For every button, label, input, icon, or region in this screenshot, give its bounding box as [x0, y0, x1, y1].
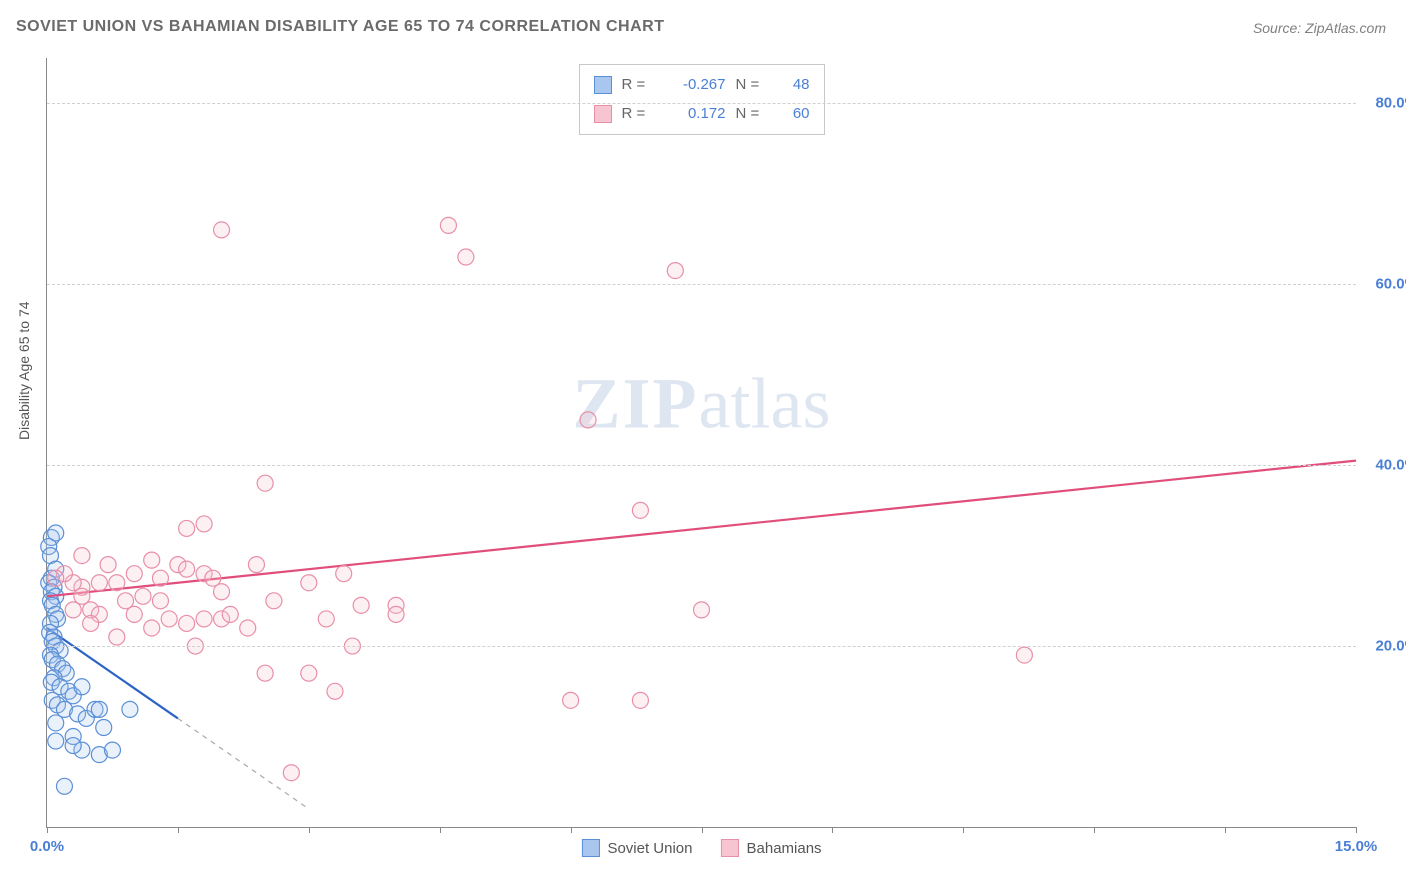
data-point — [91, 701, 107, 717]
legend-series: Soviet Union Bahamians — [581, 839, 821, 857]
data-point — [179, 561, 195, 577]
data-point — [580, 412, 596, 428]
data-point — [179, 520, 195, 536]
data-point — [126, 566, 142, 582]
plot-svg — [47, 58, 1356, 827]
x-tick-mark — [440, 827, 441, 833]
gridline-h — [47, 465, 1356, 466]
data-point — [327, 683, 343, 699]
data-point — [632, 502, 648, 518]
data-point — [122, 701, 138, 717]
x-tick-mark — [309, 827, 310, 833]
data-point — [65, 602, 81, 618]
data-point — [56, 778, 72, 794]
data-point — [563, 692, 579, 708]
data-point — [196, 611, 212, 627]
data-point — [135, 588, 151, 604]
x-tick-label: 0.0% — [30, 838, 64, 855]
legend-item-soviet: Soviet Union — [581, 839, 692, 857]
x-tick-label: 15.0% — [1335, 838, 1378, 855]
data-point — [144, 552, 160, 568]
trendline — [47, 461, 1356, 597]
data-point — [74, 548, 90, 564]
trendline-dash — [178, 718, 309, 808]
data-point — [214, 222, 230, 238]
data-point — [336, 566, 352, 582]
data-point — [152, 570, 168, 586]
chart-title: SOVIET UNION VS BAHAMIAN DISABILITY AGE … — [16, 18, 664, 36]
data-point — [205, 570, 221, 586]
data-point — [74, 679, 90, 695]
gridline-h — [47, 646, 1356, 647]
legend-item-bahamian: Bahamians — [721, 839, 822, 857]
data-point — [144, 620, 160, 636]
x-tick-mark — [963, 827, 964, 833]
y-tick-label: 20.0% — [1375, 638, 1406, 655]
data-point — [126, 606, 142, 622]
gridline-h — [47, 103, 1356, 104]
y-axis-title: Disability Age 65 to 74 — [16, 301, 32, 440]
data-point — [1016, 647, 1032, 663]
y-tick-label: 80.0% — [1375, 95, 1406, 112]
data-point — [48, 733, 64, 749]
data-point — [301, 575, 317, 591]
data-point — [266, 593, 282, 609]
x-tick-mark — [1356, 827, 1357, 833]
data-point — [65, 738, 81, 754]
data-point — [388, 606, 404, 622]
data-point — [100, 557, 116, 573]
data-point — [694, 602, 710, 618]
data-point — [440, 217, 456, 233]
y-tick-label: 40.0% — [1375, 457, 1406, 474]
data-point — [104, 742, 120, 758]
data-point — [152, 593, 168, 609]
data-point — [83, 615, 99, 631]
data-point — [109, 575, 125, 591]
x-tick-mark — [47, 827, 48, 833]
y-tick-label: 60.0% — [1375, 276, 1406, 293]
legend-label-bahamian: Bahamians — [747, 840, 822, 857]
data-point — [458, 249, 474, 265]
x-tick-mark — [1225, 827, 1226, 833]
data-point — [196, 516, 212, 532]
legend-label-soviet: Soviet Union — [607, 840, 692, 857]
data-point — [632, 692, 648, 708]
data-point — [318, 611, 334, 627]
data-point — [248, 557, 264, 573]
data-point — [257, 665, 273, 681]
data-point — [283, 765, 299, 781]
plot-area: ZIPatlas R = -0.267 N = 48 R = 0.172 N =… — [46, 58, 1356, 828]
source-label: Source: ZipAtlas.com — [1253, 20, 1386, 36]
data-point — [109, 629, 125, 645]
data-point — [667, 263, 683, 279]
chart-container: SOVIET UNION VS BAHAMIAN DISABILITY AGE … — [0, 0, 1406, 892]
x-tick-mark — [832, 827, 833, 833]
data-point — [96, 719, 112, 735]
data-point — [222, 606, 238, 622]
legend-swatch-bahamian-2 — [721, 839, 739, 857]
x-tick-mark — [571, 827, 572, 833]
data-point — [179, 615, 195, 631]
data-point — [91, 575, 107, 591]
x-tick-mark — [1094, 827, 1095, 833]
legend-swatch-soviet-2 — [581, 839, 599, 857]
data-point — [257, 475, 273, 491]
data-point — [161, 611, 177, 627]
data-point — [353, 597, 369, 613]
data-point — [48, 715, 64, 731]
gridline-h — [47, 284, 1356, 285]
data-point — [48, 570, 64, 586]
x-tick-mark — [702, 827, 703, 833]
data-point — [240, 620, 256, 636]
data-point — [301, 665, 317, 681]
x-tick-mark — [178, 827, 179, 833]
